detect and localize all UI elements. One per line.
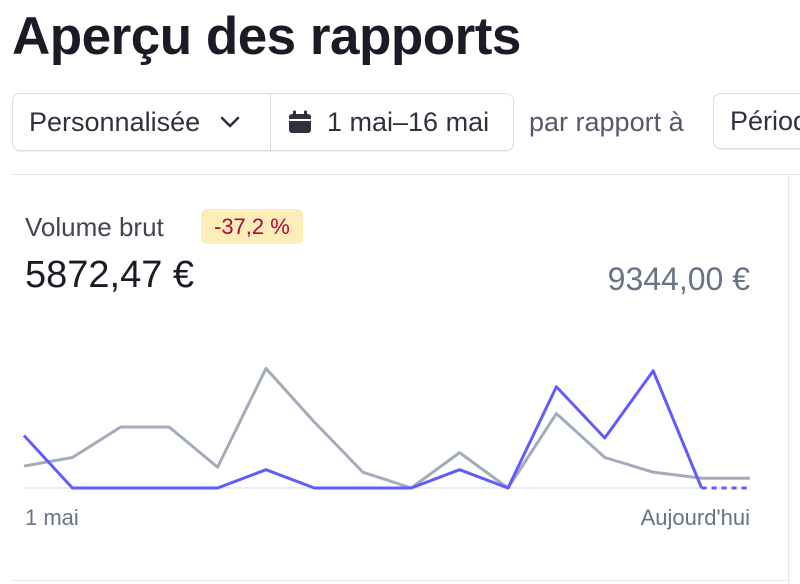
compare-text: par rapport à — [529, 107, 684, 137]
card-divider-top — [12, 174, 800, 175]
card-divider-bottom — [12, 580, 788, 581]
compare-value: 9344,00 € — [607, 261, 750, 297]
filter-bar: Personnalisée 1 mai–16 mai par rapport à… — [12, 93, 800, 151]
x-axis-end-label: Aujourd'hui — [640, 505, 750, 530]
date-range-label: 1 mai–16 mai — [327, 106, 490, 137]
compare-period-label: Période précédente — [730, 105, 800, 136]
volume-line-chart — [22, 366, 750, 490]
date-filter-group: Personnalisée 1 mai–16 mai — [12, 93, 514, 151]
calendar-icon — [287, 109, 313, 135]
metric-label: Volume brut — [25, 212, 164, 242]
range-type-dropdown[interactable]: Personnalisée — [13, 94, 271, 150]
change-badge: -37,2 % — [201, 209, 303, 244]
x-axis-start-label: 1 mai — [25, 505, 79, 530]
date-range-button[interactable]: 1 mai–16 mai — [271, 94, 489, 150]
card-divider-right — [788, 174, 789, 584]
current-series-line — [22, 369, 703, 490]
chevron-down-icon — [218, 110, 242, 134]
compare-period-dropdown[interactable]: Période précédente — [713, 93, 800, 149]
previous-series-line — [23, 366, 750, 490]
page-title: Aperçu des rapports — [12, 7, 521, 66]
metric-value: 5872,47 € — [25, 254, 195, 296]
range-type-label: Personnalisée — [29, 106, 201, 137]
